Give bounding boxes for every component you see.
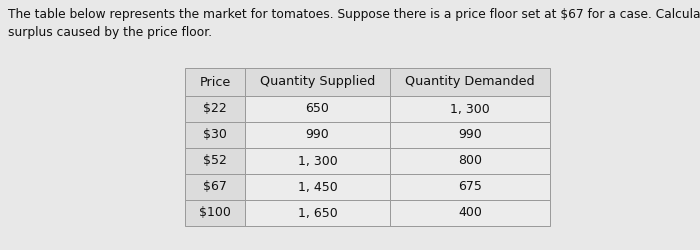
Text: Quantity Demanded: Quantity Demanded bbox=[405, 76, 535, 88]
Bar bbox=[245, 122, 390, 148]
Text: 1, 300: 1, 300 bbox=[450, 102, 490, 116]
Bar bbox=[185, 122, 245, 148]
Text: 990: 990 bbox=[306, 128, 330, 141]
Text: 400: 400 bbox=[458, 206, 482, 220]
Bar bbox=[390, 68, 550, 96]
Bar bbox=[185, 174, 245, 200]
Text: 1, 300: 1, 300 bbox=[298, 154, 337, 168]
Bar bbox=[245, 174, 390, 200]
Text: $22: $22 bbox=[203, 102, 227, 116]
Bar bbox=[245, 200, 390, 226]
Bar bbox=[185, 68, 245, 96]
Text: 800: 800 bbox=[458, 154, 482, 168]
Bar bbox=[185, 200, 245, 226]
Text: 990: 990 bbox=[458, 128, 482, 141]
Text: Quantity Supplied: Quantity Supplied bbox=[260, 76, 375, 88]
Text: Price: Price bbox=[199, 76, 230, 88]
Text: 1, 450: 1, 450 bbox=[298, 180, 337, 194]
Bar bbox=[185, 148, 245, 174]
Text: $30: $30 bbox=[203, 128, 227, 141]
Bar bbox=[245, 68, 390, 96]
Bar bbox=[245, 96, 390, 122]
Text: The table below represents the market for tomatoes. Suppose there is a price flo: The table below represents the market fo… bbox=[8, 8, 700, 39]
Bar bbox=[185, 96, 245, 122]
Bar bbox=[390, 148, 550, 174]
Text: 650: 650 bbox=[306, 102, 330, 116]
Bar bbox=[390, 200, 550, 226]
Text: $52: $52 bbox=[203, 154, 227, 168]
Text: 1, 650: 1, 650 bbox=[298, 206, 337, 220]
Text: $100: $100 bbox=[199, 206, 231, 220]
Text: $67: $67 bbox=[203, 180, 227, 194]
Bar bbox=[390, 96, 550, 122]
Bar bbox=[390, 122, 550, 148]
Text: 675: 675 bbox=[458, 180, 482, 194]
Bar bbox=[390, 174, 550, 200]
Bar bbox=[245, 148, 390, 174]
